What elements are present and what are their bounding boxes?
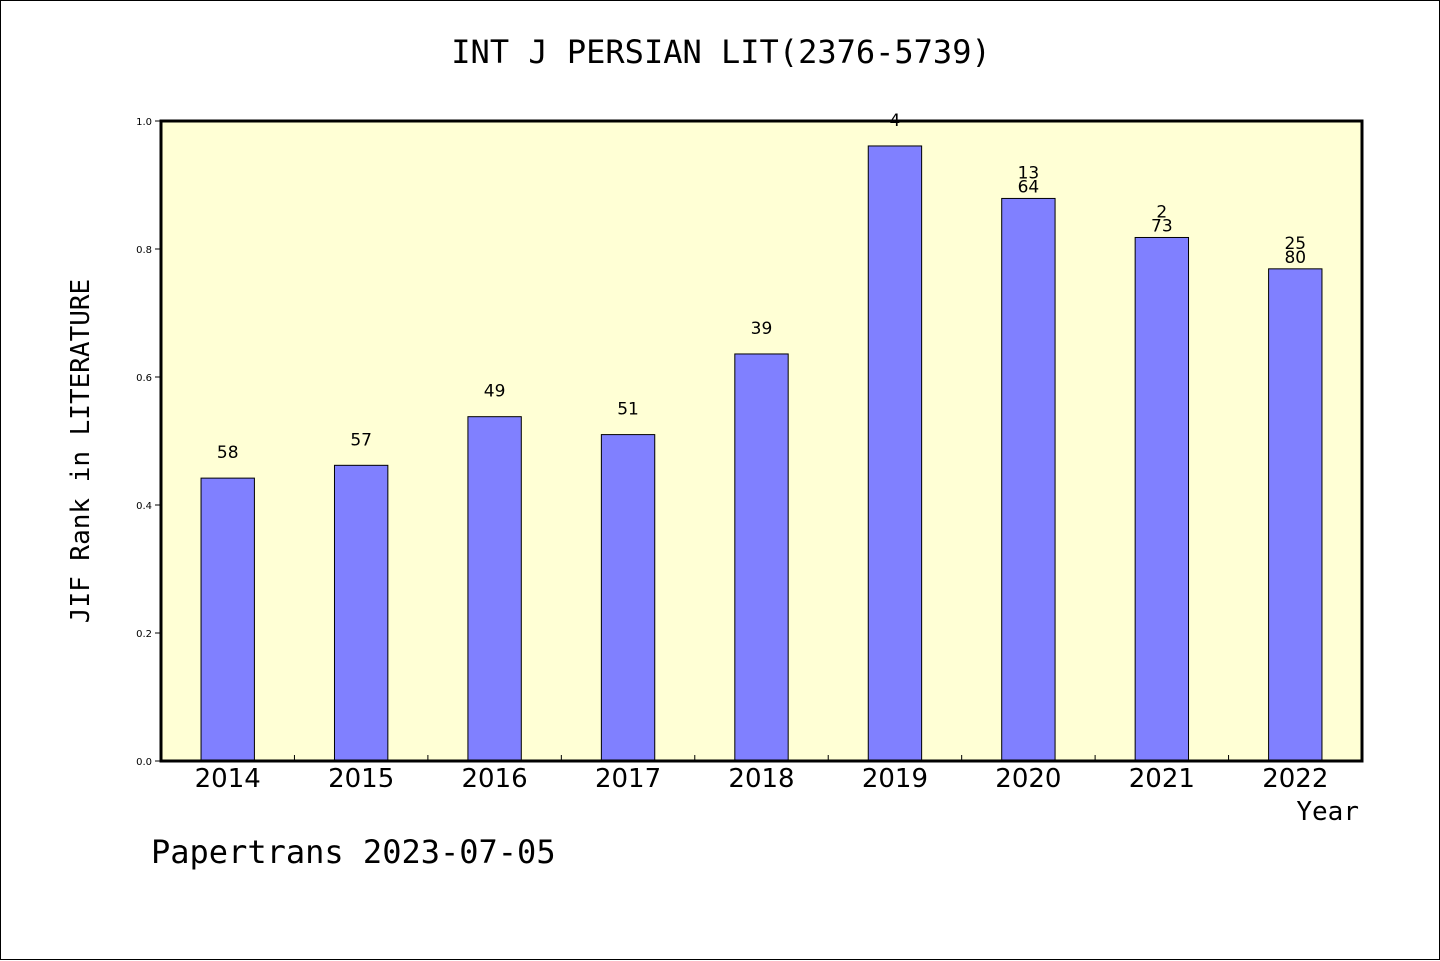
bar — [1268, 268, 1323, 762]
bar-data-label: 57 — [350, 430, 372, 450]
bar-data-label: 49 — [484, 382, 506, 402]
x-tick-label: 2020 — [995, 764, 1061, 794]
bar — [734, 353, 789, 762]
y-tick-label: 0.2 — [136, 629, 152, 640]
bar-data-label: 51 — [617, 400, 639, 420]
bar-data-label: 58 — [217, 443, 239, 463]
bar-data-label: 39 — [751, 319, 773, 339]
bar — [1001, 197, 1056, 762]
x-tick-label: 2022 — [1262, 764, 1328, 794]
bar — [333, 464, 389, 762]
x-axis-label: Year — [1296, 797, 1359, 827]
bar-data-label: 13 — [1018, 163, 1040, 183]
chart-title: INT J PERSIAN LIT(2376-5739) — [451, 33, 991, 71]
x-tick-label: 2017 — [595, 764, 661, 794]
y-tick-label: 1.0 — [136, 117, 152, 128]
bar — [467, 416, 522, 762]
bar-data-label: 64 — [1018, 177, 1040, 197]
bar-data-label: 73 — [1151, 216, 1173, 236]
footer-credit: Papertrans 2023-07-05 — [151, 833, 556, 871]
x-tick-label: 2019 — [862, 764, 928, 794]
bar — [600, 434, 656, 762]
x-tick-label: 2016 — [462, 764, 528, 794]
y-tick-label: 0.8 — [136, 245, 152, 256]
bar-data-label: 2 — [1156, 202, 1167, 222]
y-tick-label: 0.0 — [136, 757, 152, 768]
bar-data-label: 25 — [1284, 234, 1306, 254]
bar-data-label: 80 — [1284, 248, 1306, 268]
y-tick-label: 0.6 — [136, 373, 152, 384]
bar — [867, 145, 923, 762]
x-tick-label: 2021 — [1129, 764, 1195, 794]
y-tick-label: 0.4 — [136, 501, 152, 512]
x-tick-label: 2018 — [728, 764, 794, 794]
x-tick-label: 2014 — [195, 764, 261, 794]
bar — [1134, 236, 1190, 762]
bar — [200, 477, 255, 762]
x-tick-label: 2015 — [328, 764, 394, 794]
plot-border — [159, 119, 1364, 763]
